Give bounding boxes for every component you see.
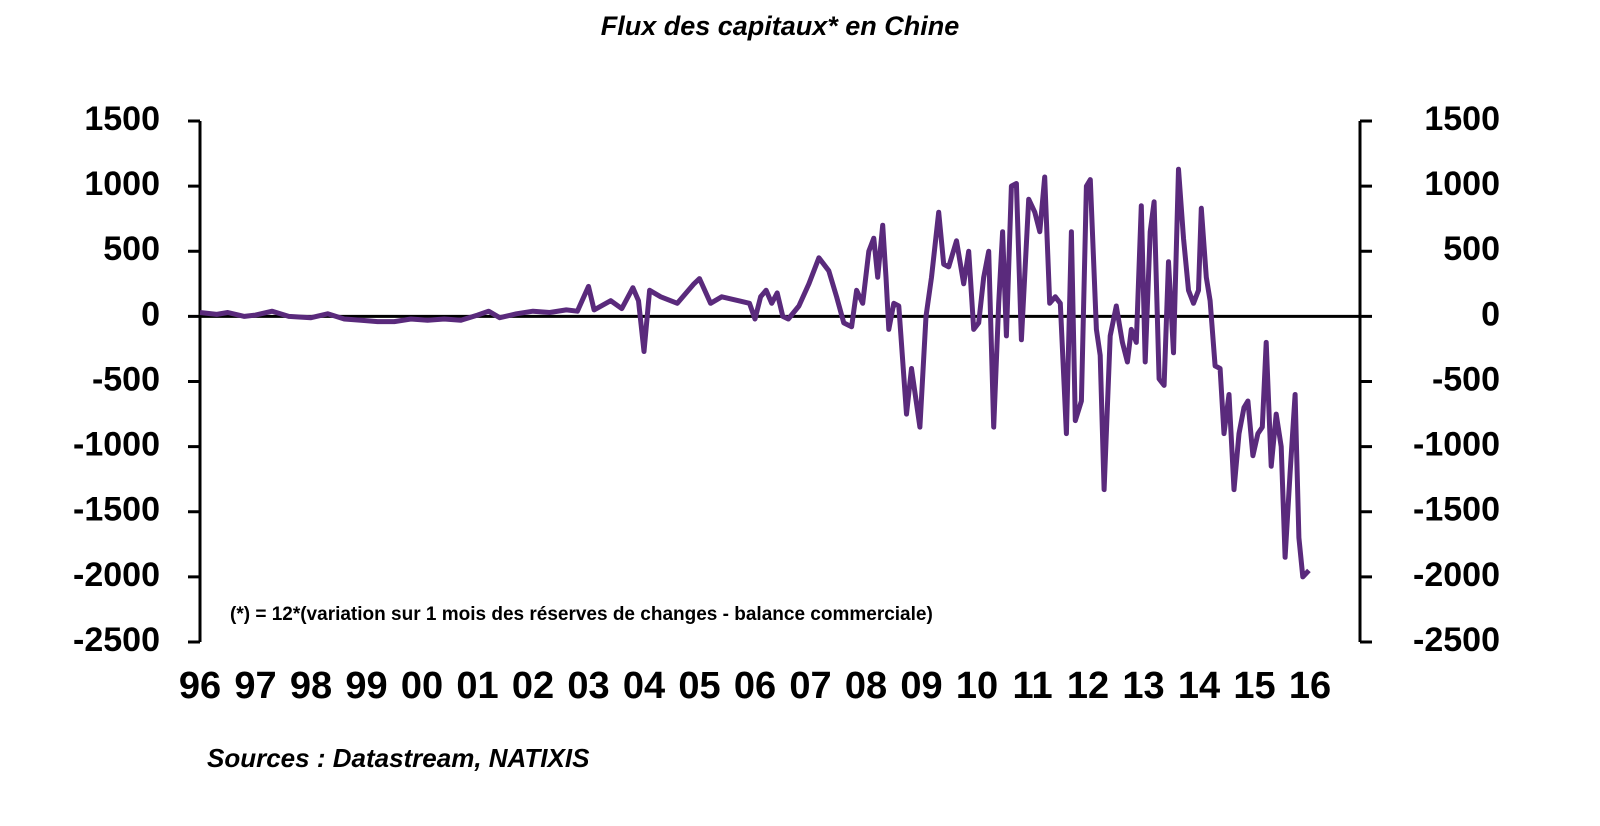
x-tick-label: 03 — [567, 665, 609, 707]
y-tick-label: -500 — [92, 360, 160, 398]
y-tick-label: 1500 — [84, 100, 160, 138]
x-tick-label: 99 — [345, 665, 387, 707]
y2-tick-label: 500 — [1443, 230, 1500, 268]
y-tick-label: -1000 — [73, 426, 160, 464]
x-tick-label: 98 — [290, 665, 332, 707]
x-tick-label: 01 — [456, 665, 498, 707]
source: Sources : Datastream, NATIXIS — [207, 743, 590, 773]
y2-tick-label: -500 — [1432, 360, 1500, 398]
x-tick-label: 13 — [1122, 665, 1164, 707]
x-tick-label: 12 — [1067, 665, 1109, 707]
x-tick-label: 08 — [845, 665, 887, 707]
x-tick-label: 97 — [234, 665, 276, 707]
line-series — [199, 166, 1311, 580]
x-tick-label: 07 — [789, 665, 831, 707]
y-tick-label: -1500 — [73, 491, 160, 529]
y2-tick-label: 0 — [1481, 295, 1500, 333]
y2-tick-label: -1000 — [1413, 426, 1500, 464]
x-tick-label: 16 — [1289, 665, 1331, 707]
annotation: (*) = 12*(variation sur 1 mois des réser… — [230, 604, 933, 625]
y2-tick-label: 1500 — [1424, 100, 1500, 138]
x-tick-label: 06 — [734, 665, 776, 707]
chart-title: Flux des capitaux* en Chine — [601, 11, 960, 41]
y2-tick-label: -2000 — [1413, 556, 1500, 594]
x-tick-label: 09 — [900, 665, 942, 707]
x-tick-label: 02 — [512, 665, 554, 707]
x-tick-label: 04 — [623, 665, 665, 707]
y-tick-label: -2000 — [73, 556, 160, 594]
x-tick-label: 96 — [179, 665, 221, 707]
x-tick-label: 10 — [956, 665, 998, 707]
x-tick-label: 00 — [401, 665, 443, 707]
x-tick-label: 05 — [678, 665, 720, 707]
y-tick-label: 0 — [141, 295, 160, 333]
x-tick-label: 14 — [1178, 665, 1220, 707]
y-tick-label: -2500 — [73, 621, 160, 659]
y2-tick-label: -2500 — [1413, 621, 1500, 659]
x-tick-label: 15 — [1233, 665, 1275, 707]
x-tick-label: 11 — [1012, 665, 1052, 707]
y-tick-label: 1000 — [84, 165, 160, 203]
y-tick-label: 500 — [103, 230, 160, 268]
y2-tick-label: 1000 — [1424, 165, 1500, 203]
y2-tick-label: -1500 — [1413, 491, 1500, 529]
